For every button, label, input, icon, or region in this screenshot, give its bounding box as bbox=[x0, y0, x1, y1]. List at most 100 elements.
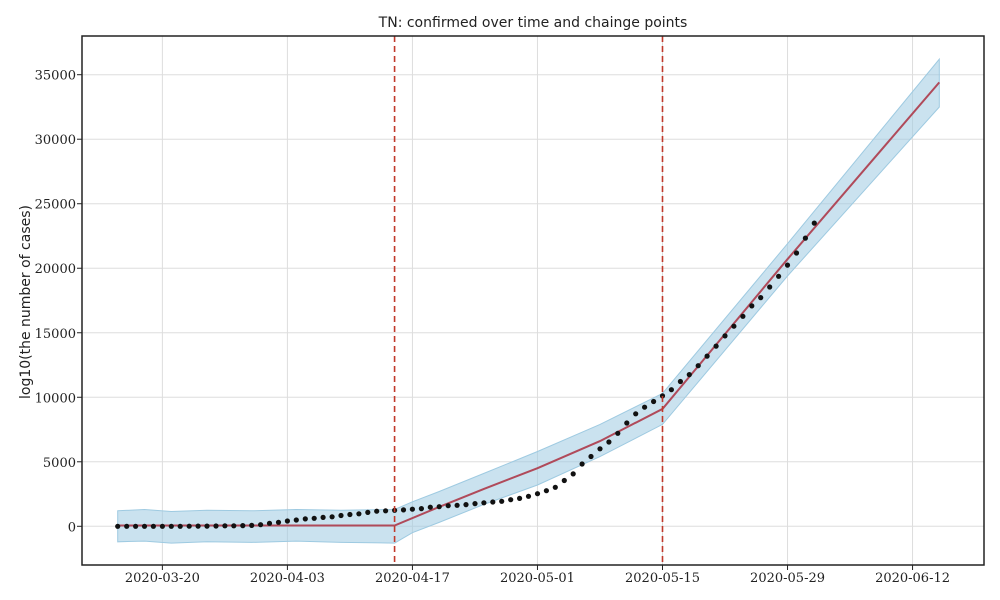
observed-point bbox=[722, 333, 728, 339]
observed-point bbox=[811, 220, 817, 226]
observed-point bbox=[436, 504, 442, 510]
observed-point bbox=[570, 471, 576, 477]
observed-point bbox=[356, 511, 362, 517]
y-axis-label: log10(the number of cases) bbox=[18, 205, 34, 399]
observed-point bbox=[731, 323, 737, 329]
observed-point bbox=[633, 411, 639, 417]
trend-line bbox=[117, 81, 941, 527]
observed-point bbox=[284, 518, 290, 524]
y-tick-label: 30000 bbox=[35, 133, 76, 148]
observed-point bbox=[793, 250, 800, 256]
x-tick-label: 2020-04-17 bbox=[375, 571, 450, 586]
x-tick-label: 2020-05-29 bbox=[750, 571, 825, 586]
observed-point bbox=[338, 512, 344, 519]
observed-point bbox=[472, 501, 478, 507]
observed-point bbox=[651, 398, 657, 405]
observed-point bbox=[704, 353, 710, 359]
observed-point bbox=[133, 523, 139, 529]
observed-point bbox=[365, 509, 371, 515]
observed-point bbox=[758, 295, 764, 301]
observed-point bbox=[445, 503, 451, 509]
observed-point bbox=[275, 519, 282, 525]
observed-point bbox=[615, 430, 621, 436]
observed-point bbox=[383, 508, 389, 514]
observed-point bbox=[347, 511, 353, 518]
observed-point bbox=[124, 523, 130, 529]
x-tick-label: 2020-03-20 bbox=[125, 571, 200, 586]
x-tick-label: 2020-04-03 bbox=[250, 571, 325, 586]
ticks-group: 2020-03-20 2020-04-03 2020-04-17 2020-05-01… bbox=[35, 69, 950, 586]
x-tick-label: 2020-06-12 bbox=[875, 571, 950, 586]
observed-point bbox=[320, 514, 326, 521]
y-tick-label: 15000 bbox=[35, 327, 76, 342]
chart-title: TN: confirmed over time and chainge poin… bbox=[378, 15, 688, 31]
observed-points-group bbox=[115, 220, 817, 529]
observed-point bbox=[606, 439, 612, 445]
observed-point bbox=[802, 235, 809, 241]
observed-point bbox=[677, 378, 684, 385]
changepoints-group bbox=[393, 36, 664, 565]
y-tick-label: 5000 bbox=[43, 456, 76, 471]
observed-point bbox=[767, 284, 773, 290]
y-tick-label: 25000 bbox=[35, 198, 76, 213]
observed-point bbox=[249, 522, 255, 529]
uncertainty-band-group bbox=[117, 57, 940, 544]
observed-point bbox=[784, 262, 791, 268]
observed-point bbox=[141, 523, 148, 529]
observed-point bbox=[534, 491, 541, 497]
observed-point bbox=[525, 493, 532, 499]
observed-point bbox=[195, 523, 201, 529]
observed-point bbox=[561, 477, 567, 484]
y-tick-label: 35000 bbox=[35, 69, 76, 84]
observed-point bbox=[258, 522, 264, 528]
observed-point bbox=[311, 515, 317, 521]
observed-point bbox=[668, 387, 675, 393]
y-tick-label: 0 bbox=[68, 520, 76, 535]
observed-point bbox=[463, 502, 469, 508]
observed-point bbox=[400, 507, 407, 513]
observed-point bbox=[159, 523, 165, 529]
observed-point bbox=[508, 497, 514, 503]
plot-frame bbox=[81, 35, 985, 566]
observed-point bbox=[240, 523, 246, 529]
y-tick-label: 10000 bbox=[35, 391, 76, 406]
trend-line-group bbox=[117, 81, 941, 527]
observed-point bbox=[150, 523, 156, 529]
observed-point bbox=[204, 523, 210, 529]
observed-point bbox=[552, 484, 558, 490]
observed-point bbox=[695, 363, 701, 369]
observed-point bbox=[588, 453, 594, 460]
observed-point bbox=[659, 393, 666, 399]
observed-point bbox=[713, 343, 719, 349]
observed-point bbox=[740, 313, 746, 319]
observed-point bbox=[115, 523, 121, 529]
observed-point bbox=[517, 495, 523, 501]
observed-point bbox=[409, 506, 415, 512]
observed-point bbox=[624, 420, 630, 426]
observed-point bbox=[543, 488, 550, 494]
observed-point bbox=[293, 517, 299, 523]
observed-point bbox=[177, 523, 183, 529]
observed-point bbox=[499, 498, 505, 504]
observed-point bbox=[776, 273, 782, 279]
observed-point bbox=[579, 461, 585, 467]
observed-point bbox=[686, 372, 692, 378]
observed-point bbox=[168, 523, 174, 529]
observed-point bbox=[186, 523, 192, 529]
observed-point bbox=[329, 514, 335, 520]
observed-point bbox=[374, 508, 380, 514]
x-tick-label: 2020-05-01 bbox=[500, 571, 575, 586]
y-tick-label: 20000 bbox=[35, 262, 76, 277]
observed-point bbox=[266, 520, 273, 526]
observed-point bbox=[231, 523, 237, 529]
observed-point bbox=[418, 506, 424, 512]
observed-point bbox=[481, 500, 487, 506]
observed-point bbox=[427, 504, 433, 510]
observed-point bbox=[213, 523, 219, 529]
observed-point bbox=[454, 502, 460, 508]
uncertainty-band bbox=[117, 57, 940, 544]
observed-point bbox=[749, 303, 755, 309]
x-tick-label: 2020-05-15 bbox=[625, 571, 700, 586]
observed-point bbox=[490, 499, 496, 505]
